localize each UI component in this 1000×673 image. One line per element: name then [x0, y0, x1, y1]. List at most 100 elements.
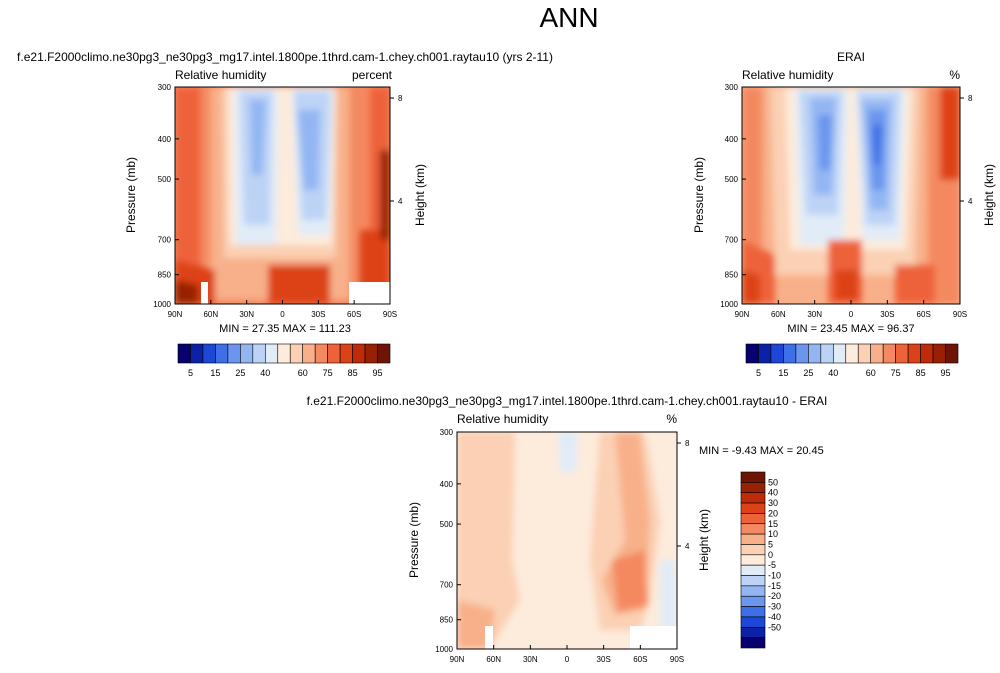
y-axis-title: Pressure (mb) — [692, 157, 706, 233]
colorbar-cell — [770, 343, 784, 364]
contour-light-blue-east — [660, 560, 676, 630]
colorbar-cell — [857, 343, 872, 364]
y-tick-label: 500 — [725, 175, 739, 184]
chart-left-label: Relative humidity — [742, 68, 833, 82]
contour-surface-dark — [175, 150, 390, 304]
colorbar-cell — [758, 343, 772, 364]
colorbar-label: 25 — [803, 368, 813, 378]
axes: 90N 60N 30N 0 30S 60S 90S 300 400 500 700 850 1000 8 4 — [720, 83, 973, 319]
contour-light-blue-top — [558, 432, 578, 472]
y-tick-label: 400 — [440, 480, 454, 489]
colorbar-cell — [339, 343, 353, 364]
chart-title: f.e21.F2000climo.ne30pg3_ne30pg3_mg17.in… — [17, 50, 553, 64]
colorbar-cell — [932, 343, 946, 364]
chart-obs: ERAI Relative humidity % — [692, 50, 996, 335]
x-tick-label: 0 — [849, 310, 854, 319]
x-tick-label: 90N — [450, 655, 465, 664]
colorbar-cell — [740, 544, 766, 556]
contour-surface-red — [175, 230, 390, 304]
colorbar-cell — [740, 471, 766, 483]
colorbar-label: 60 — [866, 368, 876, 378]
y-tick-label: 500 — [440, 520, 454, 529]
colorbar-label: 0 — [768, 550, 773, 560]
colorbar-cell — [740, 626, 766, 638]
colorbar-label: -15 — [768, 581, 781, 591]
y-tick-label: 850 — [725, 271, 739, 280]
colorbar-cell — [740, 616, 766, 628]
x-tick-label: 60N — [771, 310, 786, 319]
colorbar-label: 50 — [768, 477, 778, 487]
colorbar-label: 25 — [235, 368, 245, 378]
x-tick-label: 90S — [953, 310, 967, 319]
x-tick-label: 60S — [633, 655, 647, 664]
colorbar-cell — [808, 343, 822, 364]
chart-right-label: percent — [352, 68, 393, 82]
chart-diff: f.e21.F2000climo.ne30pg3_ne30pg3_mg17.in… — [307, 394, 828, 664]
y-tick-label: 300 — [440, 428, 454, 437]
y-tick-label: 400 — [158, 135, 172, 144]
colorbar-cell — [845, 343, 859, 364]
colorbar-cell — [190, 343, 204, 364]
y-tick-label: 850 — [440, 616, 454, 625]
contour-edge-orange — [742, 87, 960, 304]
x-tick-label: 30N — [523, 655, 538, 664]
y2-axis-title: Height (km) — [413, 164, 427, 226]
x-tick-label: 90S — [383, 310, 397, 319]
colorbar-label: 40 — [768, 488, 778, 498]
y-tick-label: 1000 — [720, 300, 738, 309]
colorbar-cell — [740, 585, 766, 597]
colorbar-label: 15 — [778, 368, 788, 378]
colorbar-label: 10 — [768, 529, 778, 539]
colorbar-label: 30 — [768, 498, 778, 508]
colorbar-label: -50 — [768, 622, 781, 632]
axes: 90N 60N 30N 0 30S 60S 90S 300 400 500 700 850 1000 8 4 — [153, 83, 403, 319]
x-tick-label: 60N — [203, 310, 218, 319]
x-tick-label: 90S — [670, 655, 684, 664]
colorbar-cell — [289, 343, 304, 364]
colorbar-cell — [740, 513, 766, 525]
x-tick-label: 90N — [168, 310, 183, 319]
colorbar-cell — [795, 343, 809, 364]
colorbar-label: 60 — [298, 368, 308, 378]
stats-text: MIN = -9.43 MAX = 20.45 — [699, 445, 824, 457]
y-axis-title: Pressure (mb) — [124, 157, 138, 233]
y-tick-label: 1000 — [435, 645, 453, 654]
colorbar-cell — [740, 606, 766, 618]
y-tick-label: 700 — [158, 236, 172, 245]
colorbar-label: -40 — [768, 612, 781, 622]
contour-field — [175, 87, 390, 304]
x-tick-label: 30S — [880, 310, 894, 319]
chart-left-label: Relative humidity — [457, 412, 548, 426]
colorbar-cell — [364, 343, 378, 364]
x-tick-label: 30S — [311, 310, 325, 319]
colorbar-cell — [740, 554, 766, 566]
colorbar-cell — [740, 492, 766, 504]
chart-left-label: Relative humidity — [175, 68, 266, 82]
colorbar-cell — [352, 343, 366, 364]
colorbar-cell — [740, 533, 766, 545]
colorbar-cell — [882, 343, 896, 364]
colorbar-label: -10 — [768, 571, 781, 581]
colorbar-cell — [240, 343, 254, 364]
colorbar-cell — [740, 523, 766, 535]
colorbar-cell — [740, 637, 766, 649]
y-tick-label: 850 — [158, 271, 172, 280]
chart-title: f.e21.F2000climo.ne30pg3_ne30pg3_mg17.in… — [307, 394, 828, 408]
y2-tick-label: 4 — [398, 197, 403, 206]
colorbar-cell — [740, 502, 766, 514]
x-tick-label: 30S — [597, 655, 611, 664]
colorbar-label: -20 — [768, 591, 781, 601]
y-tick-label: 400 — [725, 135, 739, 144]
contour-deep-core — [872, 125, 882, 165]
y-tick-label: 300 — [725, 83, 739, 92]
colorbar-cell — [740, 595, 766, 607]
x-tick-label: 60N — [486, 655, 501, 664]
colorbar-label: 15 — [210, 368, 220, 378]
x-tick-label: 90N — [735, 310, 750, 319]
colorbar-cell — [215, 343, 229, 364]
colorbar-cell — [907, 343, 921, 364]
y2-tick-label: 8 — [968, 94, 973, 103]
y-tick-label: 1000 — [153, 300, 171, 309]
colorbar-label: 15 — [768, 519, 778, 529]
